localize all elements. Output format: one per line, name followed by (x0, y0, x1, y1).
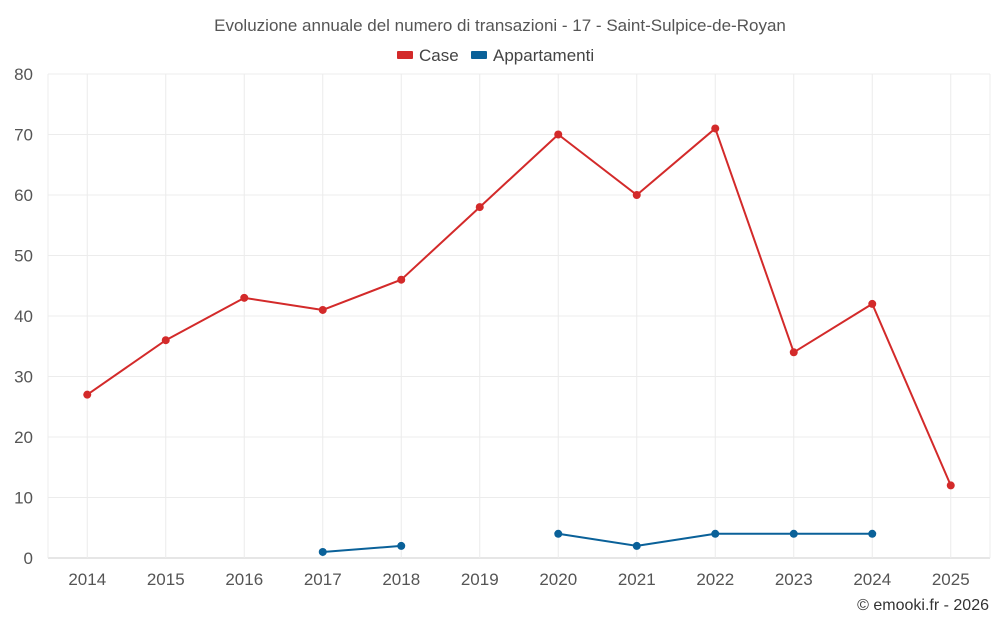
data-point[interactable] (240, 293, 249, 302)
x-axis-ticks: 2014 2015 2016 2017 2018 2019 2020 2021 2022 2023… (68, 570, 969, 589)
credit-text: © emooki.fr - 2026 (857, 597, 989, 614)
series-line (86, 127, 952, 486)
y-tick-label: 40 (14, 307, 33, 326)
legend-label: Appartamenti (493, 46, 594, 65)
data-point[interactable] (397, 275, 406, 284)
y-tick-label: 60 (14, 186, 33, 205)
chart-title: Evoluzione annuale del numero di transaz… (214, 16, 786, 35)
x-tick-label: 2018 (382, 570, 420, 589)
x-tick-label: 2015 (147, 570, 185, 589)
data-point[interactable] (475, 203, 484, 212)
data-point[interactable] (83, 390, 92, 399)
data-point[interactable] (397, 541, 406, 550)
x-tick-label: 2020 (539, 570, 577, 589)
y-tick-label: 10 (14, 489, 33, 508)
legend[interactable]: Case Appartamenti (397, 46, 594, 65)
x-tick-label: 2021 (618, 570, 656, 589)
data-point[interactable] (318, 305, 327, 314)
x-tick-label: 2017 (304, 570, 342, 589)
data-point[interactable] (711, 124, 720, 133)
x-tick-label: 2023 (775, 570, 813, 589)
legend-label: Case (419, 46, 459, 65)
data-point[interactable] (946, 481, 955, 490)
legend-item-case[interactable]: Case (397, 46, 459, 65)
y-tick-label: 70 (14, 126, 33, 145)
x-tick-label: 2019 (461, 570, 499, 589)
series-group (83, 124, 955, 556)
x-tick-label: 2014 (68, 570, 106, 589)
x-tick-label: 2022 (696, 570, 734, 589)
series-line (322, 544, 402, 553)
x-tick-label: 2024 (853, 570, 891, 589)
data-point[interactable] (632, 541, 641, 550)
legend-item-appartamenti[interactable]: Appartamenti (471, 46, 594, 65)
data-point[interactable] (554, 130, 563, 139)
y-tick-label: 50 (14, 247, 33, 266)
data-point[interactable] (711, 529, 720, 538)
series-case (83, 124, 955, 490)
data-point[interactable] (789, 529, 798, 538)
y-tick-label: 30 (14, 368, 33, 387)
y-tick-label: 80 (14, 65, 33, 84)
y-axis-ticks: 0 10 20 30 40 50 60 70 80 (14, 65, 33, 568)
data-point[interactable] (554, 529, 563, 538)
x-tick-label: 2025 (932, 570, 970, 589)
data-point[interactable] (868, 529, 877, 538)
grid-lines (47, 73, 991, 559)
data-point[interactable] (632, 191, 641, 199)
data-point[interactable] (868, 299, 877, 308)
data-point[interactable] (318, 547, 327, 556)
series-appartamenti (318, 529, 877, 556)
data-point[interactable] (161, 336, 170, 345)
data-point[interactable] (789, 348, 798, 357)
y-tick-label: 0 (24, 549, 33, 568)
legend-swatch (397, 51, 413, 59)
x-tick-label: 2016 (225, 570, 263, 589)
y-tick-label: 20 (14, 428, 33, 447)
legend-swatch (471, 51, 487, 59)
